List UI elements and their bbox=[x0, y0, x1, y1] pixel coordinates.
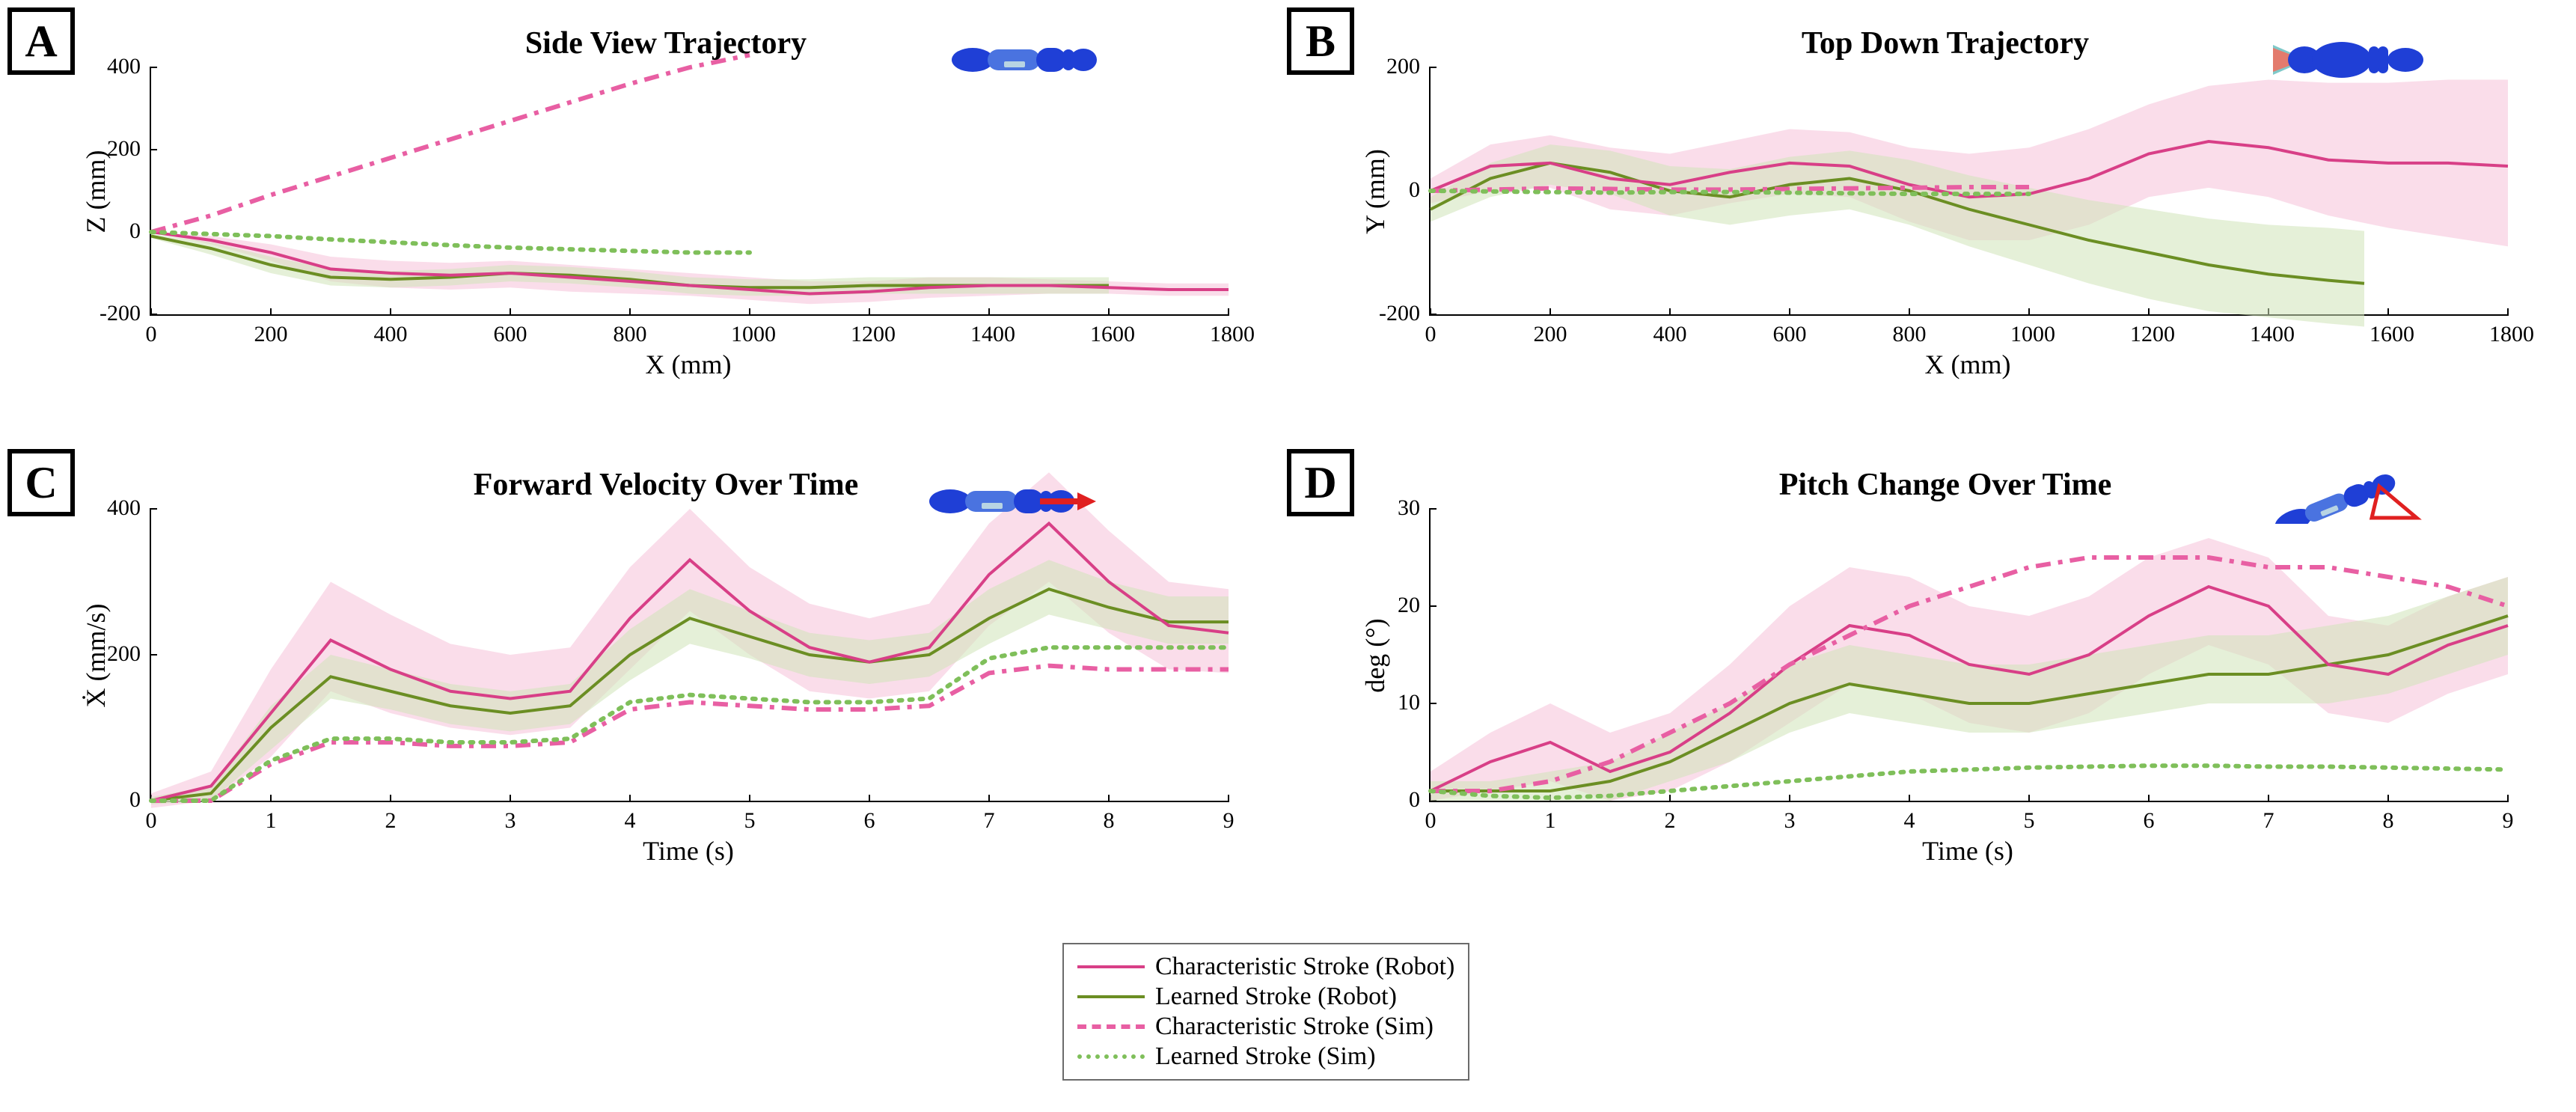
xlabel-A: X (mm) bbox=[150, 349, 1227, 380]
xtick-label: 6 bbox=[2130, 808, 2167, 834]
xtick-label: 1400 bbox=[2250, 322, 2287, 347]
xtick-label: 600 bbox=[1771, 322, 1808, 347]
xtick-label: 1600 bbox=[1090, 322, 1128, 347]
xlabel-D: Time (s) bbox=[1429, 835, 2506, 867]
xlabel-C: Time (s) bbox=[150, 835, 1227, 867]
xtick-label: 1200 bbox=[851, 322, 888, 347]
xtick-label: 800 bbox=[611, 322, 649, 347]
xtick-label: 1 bbox=[252, 808, 290, 834]
xtick-label: 1800 bbox=[2489, 322, 2527, 347]
ylabel-C: Ẋ (mm/s) bbox=[80, 510, 111, 801]
xtick-label: 1000 bbox=[731, 322, 768, 347]
xtick-label: 8 bbox=[1090, 808, 1128, 834]
panel-A: ASide View Trajectory0200400600800100012… bbox=[90, 22, 1242, 382]
robot-icon-wrap-B bbox=[2267, 30, 2432, 94]
robot-icon-wrap-C bbox=[920, 471, 1107, 535]
panel-letter-B: B bbox=[1287, 7, 1354, 75]
ylabel-D: deg (°) bbox=[1359, 510, 1391, 801]
legend-char-sim-swatch bbox=[1077, 1024, 1145, 1029]
legend: Characteristic Stroke (Robot)Learned Str… bbox=[1062, 943, 1469, 1081]
robot-icon-pitch bbox=[2260, 464, 2424, 524]
xtick-label: 1400 bbox=[970, 322, 1008, 347]
axes-A: 020040060080010001200140016001800-200020… bbox=[150, 67, 1229, 316]
axes-C: 01234567890200400 bbox=[150, 509, 1229, 802]
xtick-label: 1 bbox=[1532, 808, 1569, 834]
xtick-label: 2 bbox=[1651, 808, 1689, 834]
panel-letter-D: D bbox=[1287, 449, 1354, 516]
legend-char-sim-label: Characteristic Stroke (Sim) bbox=[1155, 1012, 1434, 1041]
xtick-label: 400 bbox=[1651, 322, 1689, 347]
xtick-label: 4 bbox=[611, 808, 649, 834]
panel-letter-C: C bbox=[7, 449, 75, 516]
panel-D: DPitch Change Over Time01234567890102030… bbox=[1369, 464, 2521, 868]
xtick-label: 8 bbox=[2370, 808, 2407, 834]
panel-B: BTop Down Trajectory02004006008001000120… bbox=[1369, 22, 2521, 382]
plot-svg-C bbox=[151, 509, 1229, 801]
xtick-label: 7 bbox=[970, 808, 1008, 834]
xtick-label: 3 bbox=[492, 808, 529, 834]
legend-char-robot-label: Characteristic Stroke (Robot) bbox=[1155, 953, 1454, 981]
panel-C: CForward Velocity Over Time0123456789020… bbox=[90, 464, 1242, 868]
band-learned-robot bbox=[151, 560, 1229, 804]
xlabel-B: X (mm) bbox=[1429, 349, 2506, 380]
xtick-label: 400 bbox=[372, 322, 409, 347]
legend-learned-sim: Learned Stroke (Sim) bbox=[1077, 1042, 1454, 1072]
xtick-label: 1800 bbox=[1210, 322, 1247, 347]
legend-learned-robot: Learned Stroke (Robot) bbox=[1077, 982, 1454, 1012]
legend-learned-sim-label: Learned Stroke (Sim) bbox=[1155, 1042, 1376, 1071]
robot-icon-side_arrow bbox=[920, 471, 1107, 531]
xtick-label: 4 bbox=[1891, 808, 1928, 834]
legend-char-sim: Characteristic Stroke (Sim) bbox=[1077, 1012, 1454, 1042]
legend-learned-robot-swatch bbox=[1077, 995, 1145, 998]
robot-icon-wrap-D bbox=[2260, 464, 2424, 528]
plot-svg-A bbox=[151, 67, 1229, 314]
plot-svg-D bbox=[1431, 509, 2508, 801]
xtick-label: 200 bbox=[1532, 322, 1569, 347]
line-char-sim bbox=[151, 55, 750, 233]
ylabel-A: Z (mm) bbox=[80, 68, 111, 315]
plot-svg-B bbox=[1431, 67, 2508, 314]
legend-learned-robot-label: Learned Stroke (Robot) bbox=[1155, 983, 1397, 1011]
xtick-label: 1600 bbox=[2370, 322, 2407, 347]
xtick-label: 1200 bbox=[2130, 322, 2167, 347]
legend-char-robot: Characteristic Stroke (Robot) bbox=[1077, 952, 1454, 982]
xtick-label: 600 bbox=[492, 322, 529, 347]
legend-char-robot-swatch bbox=[1077, 965, 1145, 968]
ylabel-B: Y (mm) bbox=[1359, 68, 1391, 315]
xtick-label: 200 bbox=[252, 322, 290, 347]
legend-learned-sim-swatch bbox=[1077, 1054, 1145, 1059]
xtick-label: 5 bbox=[2010, 808, 2048, 834]
xtick-label: 7 bbox=[2250, 808, 2287, 834]
xtick-label: 1000 bbox=[2010, 322, 2048, 347]
panel-letter-A: A bbox=[7, 7, 75, 75]
xtick-label: 2 bbox=[372, 808, 409, 834]
xtick-label: 5 bbox=[731, 808, 768, 834]
figure: ASide View Trajectory0200400600800100012… bbox=[0, 0, 2576, 1112]
xtick-label: 9 bbox=[1210, 808, 1247, 834]
xtick-label: 3 bbox=[1771, 808, 1808, 834]
robot-icon-wrap-A bbox=[943, 30, 1107, 94]
robot-icon-side bbox=[943, 30, 1107, 90]
axes-D: 01234567890102030 bbox=[1429, 509, 2508, 802]
xtick-label: 800 bbox=[1891, 322, 1928, 347]
robot-icon-top bbox=[2267, 30, 2432, 90]
xtick-label: 6 bbox=[851, 808, 888, 834]
axes-B: 020040060080010001200140016001800-200020… bbox=[1429, 67, 2508, 316]
xtick-label: 9 bbox=[2489, 808, 2527, 834]
